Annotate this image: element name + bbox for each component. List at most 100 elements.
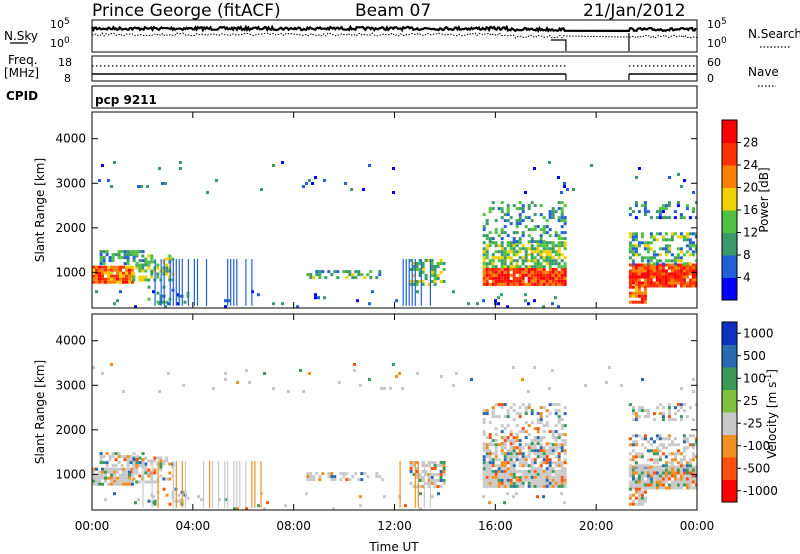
cell bbox=[512, 237, 516, 241]
cell bbox=[482, 213, 486, 217]
cell bbox=[503, 219, 507, 223]
cell bbox=[518, 439, 522, 443]
cell bbox=[430, 274, 434, 277]
cell bbox=[548, 234, 552, 238]
cell bbox=[527, 240, 531, 244]
streak bbox=[230, 259, 232, 306]
cell bbox=[116, 299, 119, 303]
cell bbox=[688, 471, 692, 475]
cell bbox=[643, 415, 647, 419]
cell bbox=[628, 487, 632, 491]
cell bbox=[119, 473, 122, 477]
cell bbox=[631, 468, 635, 472]
cell bbox=[515, 436, 519, 440]
cell bbox=[442, 262, 446, 265]
cell bbox=[694, 437, 697, 441]
cell bbox=[500, 442, 504, 446]
cell bbox=[159, 462, 163, 466]
cell bbox=[138, 266, 142, 270]
cell bbox=[416, 290, 419, 294]
cell bbox=[442, 470, 446, 473]
cell bbox=[652, 458, 656, 462]
cell bbox=[306, 475, 310, 479]
cell bbox=[421, 485, 425, 488]
cell bbox=[563, 262, 567, 266]
station-title: Prince George (fitACF) bbox=[92, 1, 281, 21]
cell bbox=[530, 461, 534, 465]
cell bbox=[533, 452, 537, 456]
cell bbox=[646, 256, 650, 260]
cell bbox=[433, 461, 437, 464]
cell bbox=[643, 487, 647, 491]
cell bbox=[679, 216, 683, 220]
cell bbox=[312, 276, 316, 280]
cell bbox=[488, 449, 492, 453]
cell bbox=[427, 485, 431, 488]
cell bbox=[272, 302, 275, 306]
cell bbox=[667, 486, 671, 490]
cell bbox=[515, 262, 519, 266]
cell bbox=[482, 481, 486, 485]
cell bbox=[530, 467, 534, 471]
cell bbox=[533, 449, 537, 453]
cell bbox=[147, 468, 151, 472]
cell bbox=[494, 415, 498, 419]
cell bbox=[442, 461, 446, 464]
cell bbox=[536, 250, 540, 254]
cell bbox=[670, 232, 674, 236]
cell bbox=[128, 470, 131, 474]
cell bbox=[491, 484, 495, 488]
cell bbox=[500, 241, 504, 245]
freq-panel-frame bbox=[91, 55, 698, 82]
cell bbox=[375, 475, 379, 479]
cell bbox=[521, 478, 525, 482]
cell bbox=[236, 381, 239, 384]
cell bbox=[560, 213, 564, 217]
cell bbox=[670, 275, 674, 279]
cell bbox=[679, 452, 683, 456]
cell bbox=[658, 449, 662, 453]
cell bbox=[497, 472, 501, 476]
cell bbox=[515, 270, 519, 274]
cell bbox=[548, 282, 552, 286]
cell bbox=[694, 235, 697, 239]
cell bbox=[664, 272, 668, 276]
cell bbox=[536, 244, 540, 248]
cell bbox=[506, 481, 510, 485]
cell bbox=[649, 449, 653, 453]
cell bbox=[652, 486, 656, 490]
cell bbox=[524, 478, 528, 482]
colorbar-tick-label: 28 bbox=[743, 136, 758, 150]
cell bbox=[637, 496, 641, 500]
cell bbox=[652, 465, 656, 469]
cell bbox=[655, 262, 659, 266]
cell bbox=[521, 461, 525, 465]
cell bbox=[545, 455, 549, 459]
cell bbox=[530, 228, 534, 232]
cell bbox=[150, 269, 154, 273]
cell bbox=[488, 267, 492, 271]
cell bbox=[309, 478, 313, 482]
cell bbox=[415, 280, 419, 283]
cell bbox=[104, 470, 107, 474]
cell bbox=[536, 270, 540, 274]
cell bbox=[378, 270, 382, 274]
cell bbox=[430, 268, 434, 271]
cell bbox=[488, 210, 492, 214]
cell bbox=[554, 253, 558, 257]
cell bbox=[554, 449, 558, 453]
cell bbox=[421, 461, 425, 464]
cell bbox=[521, 247, 525, 251]
cell bbox=[512, 270, 516, 274]
cell bbox=[509, 250, 513, 254]
cell bbox=[427, 259, 431, 262]
cell bbox=[421, 464, 425, 467]
cell bbox=[144, 465, 148, 469]
cell bbox=[439, 280, 443, 283]
cell bbox=[509, 469, 513, 473]
cell bbox=[548, 259, 552, 263]
tick-base: 10 bbox=[50, 37, 64, 50]
cell bbox=[631, 300, 635, 304]
cell bbox=[503, 484, 507, 488]
cell bbox=[563, 484, 567, 488]
